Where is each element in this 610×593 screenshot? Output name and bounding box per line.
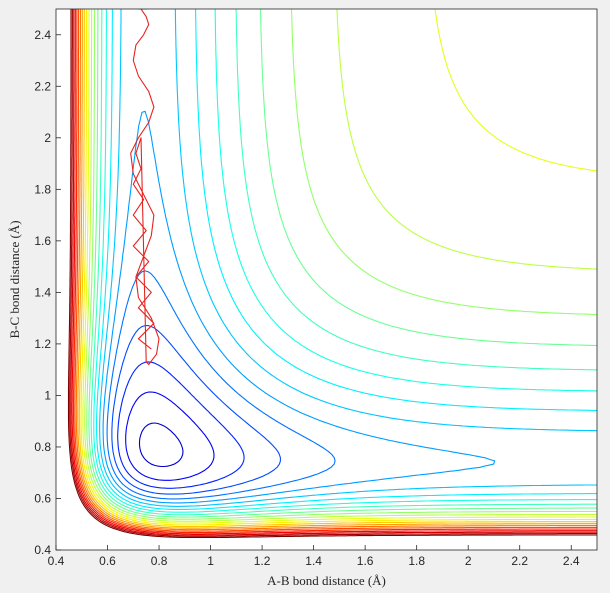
- x-tick-label: 1: [207, 554, 214, 568]
- x-tick-label: 1.4: [305, 554, 322, 568]
- x-tick-label: 0.8: [151, 554, 168, 568]
- x-tick-label: 2: [465, 554, 472, 568]
- y-tick-label: 2.2: [34, 79, 51, 93]
- contour-level: [90, 9, 597, 516]
- y-tick-label: 0.6: [34, 491, 51, 505]
- x-tick-label: 1.6: [357, 554, 374, 568]
- contour-level: [77, 9, 597, 529]
- plot-area: [56, 9, 597, 550]
- plot-frame: [55, 8, 598, 551]
- contour-level: [74, 9, 597, 532]
- contour-level: [117, 361, 245, 489]
- trajectory-line: [130, 9, 160, 366]
- y-tick-label: 1.2: [34, 337, 51, 351]
- x-tick-label: 0.6: [99, 554, 116, 568]
- contour-level: [96, 9, 597, 510]
- y-tick-label: 2: [44, 131, 51, 145]
- y-tick-label: 0.8: [34, 440, 51, 454]
- contour-level: [102, 110, 496, 504]
- contour-level: [93, 9, 597, 513]
- contour-level: [70, 9, 597, 536]
- contour-level: [138, 422, 184, 468]
- x-axis: 0.4 0.6 0.8 1 1.2 1.4 1.6 1.8 2 2.2 2.4: [48, 545, 580, 568]
- contour-lines: [67, 9, 597, 539]
- y-tick-label: 2.4: [34, 28, 51, 42]
- contour-level: [111, 325, 281, 495]
- contour-level: [78, 9, 597, 528]
- y-tick-label: 1.8: [34, 182, 51, 196]
- contour-level: [80, 9, 597, 526]
- y-tick-label: 1.6: [34, 234, 51, 248]
- x-tick-label: 2.4: [563, 554, 580, 568]
- x-axis-title: A-B bond distance (Å): [267, 573, 386, 588]
- contour-level: [71, 9, 597, 535]
- trajectory-layer: [130, 9, 160, 366]
- contour-level: [75, 9, 597, 531]
- x-tick-label: 2.2: [511, 554, 528, 568]
- y-axis-title: B-C bond distance (Å): [7, 220, 22, 338]
- contour-level: [69, 9, 597, 537]
- x-tick-label: 1.2: [254, 554, 271, 568]
- contour-level: [86, 9, 597, 520]
- contour-level: [72, 9, 597, 534]
- y-tick-label: 1: [44, 388, 51, 402]
- x-tick-label: 1.8: [408, 554, 425, 568]
- x-tick-label: 0.4: [48, 554, 65, 568]
- contour-level: [125, 391, 215, 481]
- contour-level: [67, 9, 597, 539]
- contour-level: [84, 9, 597, 522]
- contour-level: [82, 9, 597, 524]
- y-tick-label: 0.4: [34, 543, 51, 557]
- y-tick-label: 1.4: [34, 285, 51, 299]
- contour-level: [106, 270, 336, 500]
- contour-level: [99, 9, 597, 507]
- y-axis: 0.4 0.6 0.8 1 1.2 1.4 1.6 1.8 2 2.2 2.4: [34, 28, 61, 557]
- contour-level: [88, 9, 597, 518]
